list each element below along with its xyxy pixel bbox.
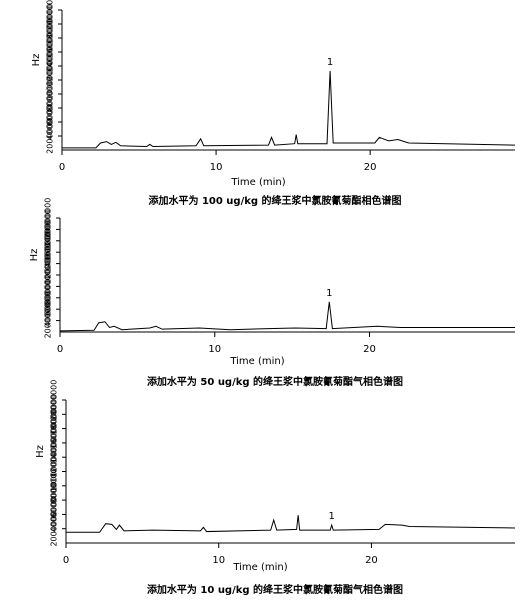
y-tick-label: 4000000: [50, 497, 59, 533]
x-tick-label: 20: [364, 162, 377, 173]
caption: 添加水平为 50 ug/kg 的绛王浆中氯胺氰菊酯气相色谱图: [147, 375, 403, 388]
x-tick-label: 10: [208, 344, 221, 355]
trace: [62, 70, 516, 149]
y-tick-label: 16000000: [44, 220, 53, 261]
y-tick-label: 16000000: [50, 408, 59, 449]
x-tick-label: 0: [63, 555, 69, 566]
y-tick-label: 18000000: [50, 394, 59, 435]
x-tick-label: 10: [210, 162, 223, 173]
y-tick-label: 2000000: [46, 118, 55, 154]
y-axis-title: Hz: [35, 445, 46, 458]
y-tick-label: 12000000: [46, 46, 55, 87]
y-tick-label: 6000000: [44, 280, 53, 316]
y-tick-label: 12000000: [50, 437, 59, 478]
y-tick-label: 14000000: [44, 232, 53, 273]
caption: 添加水平为 100 ug/kg 的绛王浆中氯胺氰菊酯相色谱图: [148, 194, 401, 207]
x-axis-title: Time (min): [229, 356, 284, 367]
x-tick-label: 10: [212, 555, 225, 566]
y-axis-title: Hz: [31, 54, 42, 67]
y-tick-label: 12000000: [44, 243, 53, 284]
y-tick-label: 20000000: [44, 198, 53, 239]
peak-label: 1: [329, 511, 335, 522]
x-tick-label: 20: [365, 555, 378, 566]
y-tick-label: 18000000: [44, 209, 53, 250]
trace: [66, 515, 516, 533]
y-tick-label: 6000000: [46, 90, 55, 126]
y-tick-label: 10000000: [44, 255, 53, 296]
y-tick-label: 16000000: [46, 18, 55, 59]
y-tick-label: 14000000: [46, 32, 55, 73]
y-tick-label: 2000000: [50, 511, 59, 547]
y-tick-label: 4000000: [44, 291, 53, 327]
y-axis-title: Hz: [29, 249, 40, 262]
x-axis-title: Time (min): [232, 562, 287, 573]
peak-label: 1: [327, 57, 333, 68]
y-tick-label: 14000000: [50, 423, 59, 464]
y-tick-label: 20000000: [46, 0, 55, 30]
y-tick-label: 2000000: [44, 303, 53, 339]
y-tick-label: 10000000: [50, 451, 59, 492]
y-tick-label: 8000000: [50, 468, 59, 504]
y-tick-label: 8000000: [46, 76, 55, 112]
y-tick-label: 20000000: [50, 380, 59, 421]
x-axis-title: Time (min): [230, 177, 285, 188]
x-tick-label: 0: [57, 344, 63, 355]
y-tick-label: 8000000: [44, 269, 53, 305]
caption: 添加水平为 10 ug/kg 的绛王浆中氯胺氰菊酯气相色谱图: [147, 583, 403, 596]
y-tick-label: 4000000: [46, 104, 55, 140]
y-tick-label: 6000000: [50, 482, 59, 518]
x-tick-label: 0: [59, 162, 65, 173]
peak-label: 1: [326, 288, 332, 299]
y-tick-label: 10000000: [46, 60, 55, 101]
trace: [59, 301, 515, 332]
x-tick-label: 20: [363, 344, 376, 355]
y-tick-label: 18000000: [46, 4, 55, 45]
